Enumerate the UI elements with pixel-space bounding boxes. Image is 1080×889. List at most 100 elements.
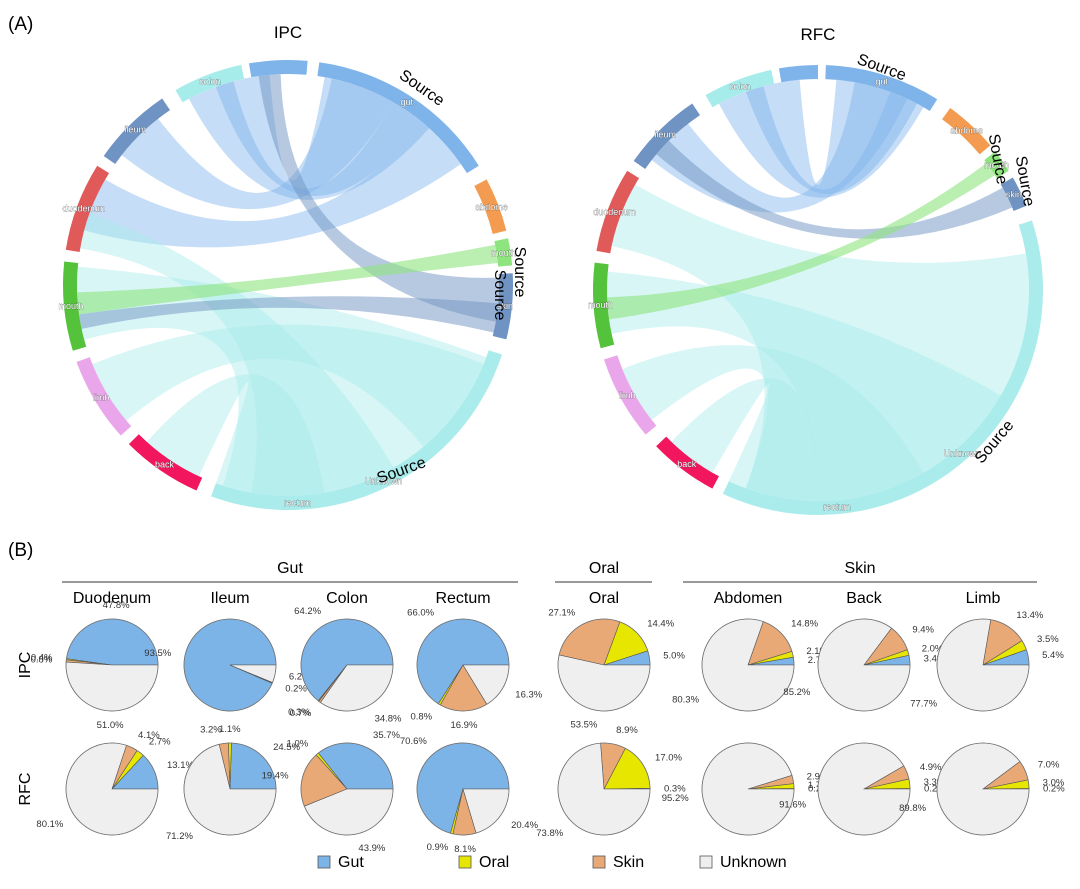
pie-label: 77.7% bbox=[910, 699, 937, 710]
pie-label: 71.2% bbox=[166, 831, 193, 842]
chord-ribbon bbox=[80, 212, 394, 497]
chord-segment-limb bbox=[76, 357, 132, 436]
chord-ribbon bbox=[622, 345, 924, 501]
column-header: Duodenum bbox=[73, 590, 151, 607]
legend-label: Oral bbox=[479, 854, 509, 871]
chord-segment-limb bbox=[604, 355, 657, 435]
pie-label: 3.4% bbox=[924, 654, 946, 665]
pie-outline bbox=[817, 618, 911, 712]
chord-segment-label: mouth bbox=[491, 248, 516, 258]
chord-ribbon bbox=[188, 81, 430, 200]
legend-swatch-unknown bbox=[699, 855, 713, 869]
pie-slice-unknown bbox=[701, 742, 795, 836]
column-header: Rectum bbox=[435, 590, 490, 607]
chord-ribbon bbox=[77, 244, 498, 315]
pie-label: 0.2% bbox=[285, 683, 307, 694]
pie-label: 8.9% bbox=[616, 725, 638, 736]
pie-label: 3.0% bbox=[1043, 778, 1065, 789]
pie-ipc-oral: 27.1% 14.4% 5.0% 53.5% bbox=[548, 607, 685, 730]
pie-label: 1.1% bbox=[219, 724, 241, 735]
chord-ribbon bbox=[607, 163, 995, 320]
pie-label: 53.5% bbox=[570, 720, 597, 731]
pie-label: 51.0% bbox=[97, 720, 124, 731]
pie-label: 64.2% bbox=[294, 606, 321, 617]
chord-segment-label: back bbox=[155, 460, 175, 470]
pie-label: 80.3% bbox=[672, 695, 699, 706]
chord-ribbon bbox=[92, 324, 484, 447]
pie-label: 8.1% bbox=[454, 844, 476, 855]
pie-label: 3.3% bbox=[924, 777, 946, 788]
chord-segment-label: duodenum bbox=[63, 204, 106, 214]
column-header: Colon bbox=[326, 590, 368, 607]
pie-label: 14.4% bbox=[647, 618, 674, 629]
chord-segment-mouth bbox=[62, 261, 87, 351]
column-header: Limb bbox=[966, 590, 1001, 607]
pie-outline bbox=[817, 742, 911, 836]
pie-label: 0.4% bbox=[31, 652, 53, 663]
pie-slice-unknown bbox=[817, 742, 911, 836]
chord-segment-colon bbox=[705, 69, 775, 108]
pie-label: 2.7% bbox=[149, 737, 171, 748]
chord-ribbon bbox=[121, 78, 394, 210]
pie-label: 16.9% bbox=[450, 720, 477, 731]
pie-label: 9.4% bbox=[912, 624, 934, 635]
pie-label: 19.4% bbox=[262, 771, 289, 782]
chord-segment-label: skin bbox=[497, 301, 513, 311]
chord-segment-rectum bbox=[778, 65, 818, 83]
legend-label: Unknown bbox=[720, 854, 787, 871]
pie-label: 0.2% bbox=[924, 784, 946, 795]
chord-segment-label: abdome bbox=[475, 202, 508, 212]
legend: Gut Oral Skin Unknown bbox=[317, 854, 787, 871]
pie-label: 7.0% bbox=[1038, 759, 1060, 770]
chord-segment-back bbox=[656, 436, 719, 489]
group-title: Gut bbox=[277, 560, 303, 577]
pie-label: 73.8% bbox=[536, 828, 563, 839]
chord-segment-back bbox=[128, 434, 203, 491]
row-header: RFC bbox=[17, 773, 34, 806]
chord-segment-gut bbox=[825, 65, 938, 112]
pie-rfc-duodenum: 4.1%2.7% 13.1% 80.1% bbox=[36, 730, 194, 836]
row-header: IPC bbox=[17, 652, 34, 679]
chord-ribbon bbox=[718, 86, 924, 198]
pie-outline bbox=[936, 618, 1030, 712]
chord-ribbon bbox=[671, 378, 818, 501]
column-header: Abdomen bbox=[714, 590, 783, 607]
chord-segment-ileum bbox=[103, 98, 171, 164]
pie-ipc-rectum: 66.0% 0.8% 16.9% 16.3% bbox=[407, 607, 543, 731]
chord-ribbon bbox=[745, 79, 918, 194]
pie-label: 2.0% bbox=[922, 644, 944, 655]
chord-segment-label: colon bbox=[729, 81, 751, 91]
chord-segment-ileum bbox=[633, 103, 701, 169]
pie-slice-gut bbox=[229, 742, 277, 790]
chord-ribbon bbox=[656, 140, 1013, 239]
pie-rfc-oral: 8.9% 17.0% 0.3% 73.8% bbox=[536, 725, 686, 839]
pie-outline bbox=[183, 618, 277, 712]
pie-outline bbox=[557, 618, 651, 712]
pie-label: 0.8% bbox=[31, 655, 53, 666]
chord-segment-abdome bbox=[474, 179, 507, 234]
chord-ribbon bbox=[79, 296, 499, 333]
pie-label: 34.8% bbox=[375, 713, 402, 724]
chord-segment-label: limb bbox=[619, 391, 636, 401]
chord-segment-label: duodenum bbox=[593, 207, 636, 217]
pie-outline bbox=[183, 742, 277, 836]
pie-label: 0.3% bbox=[664, 783, 686, 794]
pie-outline bbox=[701, 618, 795, 712]
chord-segment-skin bbox=[492, 273, 513, 340]
column-header: Oral bbox=[589, 590, 619, 607]
chord-ribbon bbox=[607, 271, 1001, 501]
pie-ipc-duodenum: 47.8% 0.4%0.8% 51.0% bbox=[31, 600, 159, 731]
chord-segment-abdome bbox=[942, 107, 991, 155]
pie-outline bbox=[65, 742, 159, 836]
pie-label: 13.1% bbox=[167, 760, 194, 771]
chord-source-label: Source bbox=[511, 247, 528, 298]
chord-ribbon bbox=[77, 266, 487, 496]
panel-label-a: (A) bbox=[8, 14, 33, 35]
chord-segment-label: gut bbox=[875, 77, 888, 87]
chord-ribbon bbox=[146, 374, 325, 496]
chord-source-label: Source bbox=[491, 270, 508, 321]
pie-label: 4.9% bbox=[920, 762, 942, 773]
pie-outline bbox=[557, 742, 651, 836]
legend-swatch-oral bbox=[458, 855, 472, 869]
